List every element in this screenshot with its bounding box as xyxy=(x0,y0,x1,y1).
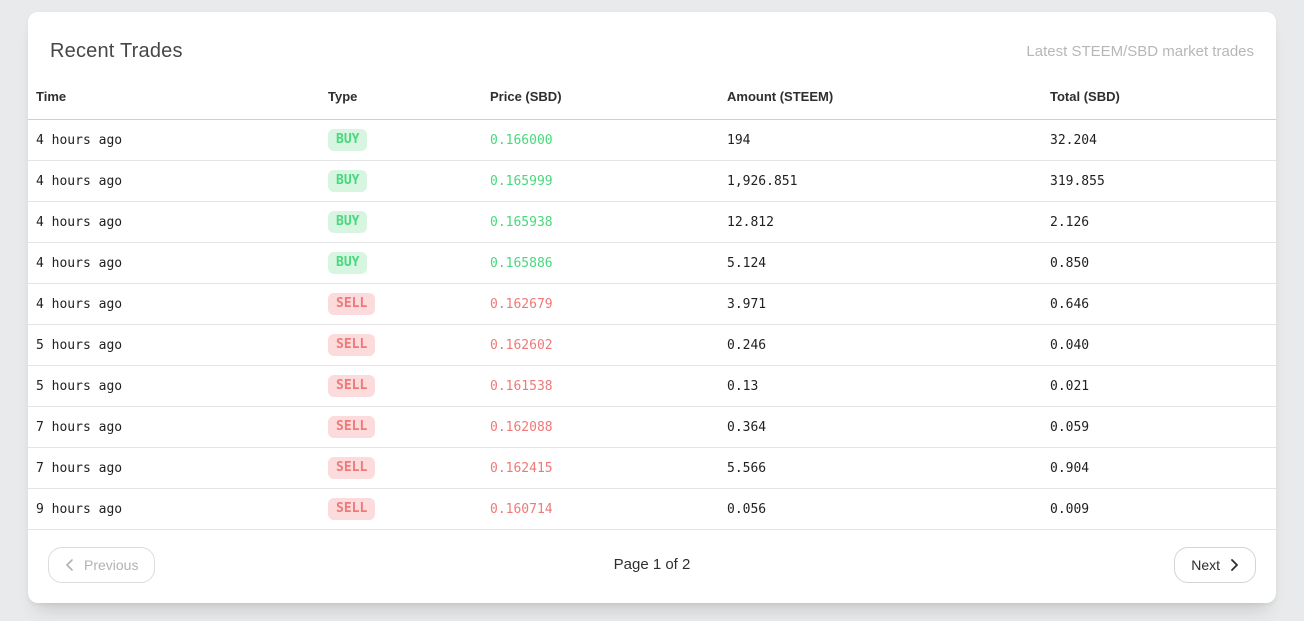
trades-table-header: Time Type Price (SBD) Amount (STEEM) Tot… xyxy=(28,89,1276,120)
trade-amount: 0.364 xyxy=(727,406,1050,448)
trade-total: 0.059 xyxy=(1050,406,1276,448)
trade-type-badge: SELL xyxy=(328,292,376,316)
trade-time: 4 hours ago xyxy=(28,119,328,161)
table-row: 7 hours ago SELL 0.162415 5.566 0.904 xyxy=(28,447,1276,489)
trade-type-badge: BUY xyxy=(328,251,368,275)
trade-time: 7 hours ago xyxy=(28,406,328,448)
trade-time: 5 hours ago xyxy=(28,365,328,407)
trade-time: 4 hours ago xyxy=(28,201,328,243)
column-header-time: Time xyxy=(28,89,328,120)
trade-type-badge: SELL xyxy=(328,456,376,480)
trade-amount: 5.124 xyxy=(727,242,1050,284)
trade-type-badge: BUY xyxy=(328,128,368,152)
trade-time: 4 hours ago xyxy=(28,242,328,284)
chevron-right-icon xyxy=(1230,558,1239,571)
trade-amount: 12.812 xyxy=(727,201,1050,243)
trade-time: 9 hours ago xyxy=(28,488,328,530)
table-row: 5 hours ago SELL 0.162602 0.246 0.040 xyxy=(28,324,1276,366)
column-header-price: Price (SBD) xyxy=(490,89,727,120)
trade-amount: 1,926.851 xyxy=(727,160,1050,202)
trades-table: Time Type Price (SBD) Amount (STEEM) Tot… xyxy=(28,89,1276,530)
table-row: 4 hours ago SELL 0.162679 3.971 0.646 xyxy=(28,283,1276,325)
trade-type-badge: SELL xyxy=(328,374,376,398)
trade-type-badge: BUY xyxy=(328,169,368,193)
trade-type-badge: BUY xyxy=(328,210,368,234)
trades-table-body: 4 hours ago BUY 0.166000 194 32.204 4 ho… xyxy=(28,119,1276,530)
card-header: Recent Trades Latest STEEM/SBD market tr… xyxy=(28,12,1276,89)
trade-total: 0.021 xyxy=(1050,365,1276,407)
trade-total: 32.204 xyxy=(1050,119,1276,161)
trade-total: 319.855 xyxy=(1050,160,1276,202)
trade-price: 0.165999 xyxy=(490,160,727,202)
trade-total: 2.126 xyxy=(1050,201,1276,243)
table-row: 5 hours ago SELL 0.161538 0.13 0.021 xyxy=(28,365,1276,407)
trade-price: 0.165938 xyxy=(490,201,727,243)
trade-amount: 0.056 xyxy=(727,488,1050,530)
trade-type-badge: SELL xyxy=(328,497,376,521)
table-row: 4 hours ago BUY 0.165886 5.124 0.850 xyxy=(28,242,1276,284)
trade-price: 0.161538 xyxy=(490,365,727,407)
next-button-label: Next xyxy=(1191,556,1220,573)
trade-price: 0.160714 xyxy=(490,488,727,530)
table-row: 4 hours ago BUY 0.165938 12.812 2.126 xyxy=(28,201,1276,243)
trade-total: 0.904 xyxy=(1050,447,1276,489)
card-subtitle: Latest STEEM/SBD market trades xyxy=(1026,43,1254,60)
trade-price: 0.162679 xyxy=(490,283,727,325)
trade-price: 0.162088 xyxy=(490,406,727,448)
trade-time: 4 hours ago xyxy=(28,160,328,202)
trade-amount: 0.13 xyxy=(727,365,1050,407)
trade-total: 0.646 xyxy=(1050,283,1276,325)
pagination-footer: Previous Page 1 of 2 Next xyxy=(28,530,1276,603)
recent-trades-card: Recent Trades Latest STEEM/SBD market tr… xyxy=(28,12,1276,603)
trade-total: 0.009 xyxy=(1050,488,1276,530)
previous-button-label: Previous xyxy=(84,556,139,573)
next-button[interactable]: Next xyxy=(1174,546,1256,583)
table-row: 9 hours ago SELL 0.160714 0.056 0.009 xyxy=(28,488,1276,530)
trade-time: 4 hours ago xyxy=(28,283,328,325)
trade-total: 0.850 xyxy=(1050,242,1276,284)
column-header-type: Type xyxy=(328,89,490,120)
table-row: 4 hours ago BUY 0.165999 1,926.851 319.8… xyxy=(28,160,1276,202)
trade-price: 0.165886 xyxy=(490,242,727,284)
trade-price: 0.162602 xyxy=(490,324,727,366)
previous-button[interactable]: Previous xyxy=(48,546,156,583)
trade-amount: 3.971 xyxy=(727,283,1050,325)
page-status: Page 1 of 2 xyxy=(613,556,691,573)
trade-amount: 5.566 xyxy=(727,447,1050,489)
trade-time: 7 hours ago xyxy=(28,447,328,489)
trade-price: 0.166000 xyxy=(490,119,727,161)
trade-amount: 0.246 xyxy=(727,324,1050,366)
table-row: 4 hours ago BUY 0.166000 194 32.204 xyxy=(28,119,1276,161)
trade-type-badge: SELL xyxy=(328,333,376,357)
chevron-left-icon xyxy=(65,558,74,571)
trade-amount: 194 xyxy=(727,119,1050,161)
table-row: 7 hours ago SELL 0.162088 0.364 0.059 xyxy=(28,406,1276,448)
trade-type-badge: SELL xyxy=(328,415,376,439)
trade-time: 5 hours ago xyxy=(28,324,328,366)
page-title: Recent Trades xyxy=(50,40,183,62)
trade-total: 0.040 xyxy=(1050,324,1276,366)
trade-price: 0.162415 xyxy=(490,447,727,489)
column-header-amount: Amount (STEEM) xyxy=(727,89,1050,120)
column-header-total: Total (SBD) xyxy=(1050,89,1276,120)
